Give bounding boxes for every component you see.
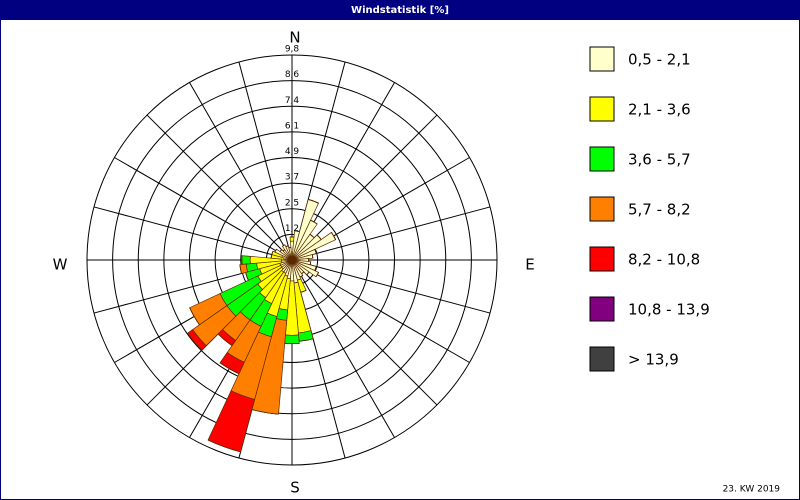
wind-segment [239,264,242,274]
wind-segment [282,244,286,247]
wind-segment [314,249,317,254]
r-tick-label: 1,2 [285,224,299,234]
legend: 0,5 - 2,1 2,1 - 3,6 3,6 - 5,7 5,7 - 8,2 8,2 … [589,46,710,372]
wind-segment [241,255,251,265]
bars [186,198,337,453]
legend-swatch [589,346,615,372]
wind-segment [310,219,318,225]
legend-swatch [589,96,615,122]
grid-ring [163,131,421,389]
legend-label: 5,7 - 8,2 [628,201,691,219]
wind-segment [311,254,314,259]
r-tick-label: 3,7 [285,173,299,183]
wind-segment [189,307,200,325]
legend-swatch [589,46,615,72]
r-tick-label: 8,6 [285,70,300,80]
legend-swatch [589,196,615,222]
r-tick-label: 4,9 [285,147,300,157]
r-tick-label: 9,8 [285,45,300,55]
legend-swatch [589,296,615,322]
r-tick-label: 6,1 [285,121,299,131]
wind-segment [284,334,300,345]
grid-ring [137,105,447,415]
grid-ring [86,54,498,466]
wind-segment [279,249,282,252]
legend-label: 3,6 - 5,7 [628,151,691,169]
legend-swatch [589,146,615,172]
grid-ring [112,80,472,440]
wind-segment [187,332,203,351]
grid [86,54,498,466]
legend-label: > 13,9 [628,351,679,369]
legend-label: 0,5 - 2,1 [628,51,691,69]
title-bar [0,0,800,20]
chart-title: Windstatistik [%] [351,5,449,16]
wind-segment [306,271,310,276]
compass-label: E [525,256,534,274]
compass-label: S [290,479,300,497]
compass-label: N [289,29,300,47]
wind-segment [331,232,336,240]
labels: 1,2 2,5 3,7 4,9 6,1 7,4 8,6 9,8N E S W [53,29,535,497]
r-tick-label: 7,4 [285,96,300,106]
grid-ring [189,157,395,363]
legend-label: 8,2 - 10,8 [628,251,700,269]
wind-segment [308,199,319,204]
footer: 23. KW 2019 [723,485,781,495]
wind-segment [271,251,274,255]
legend-label: 10,8 - 13,9 [628,301,710,319]
r-tick-label: 2,5 [285,198,299,208]
compass-label: W [53,256,68,274]
wind-segment [285,245,289,248]
legend-label: 2,1 - 3,6 [628,101,691,119]
legend-swatch [589,246,615,272]
wind-segment [274,249,277,253]
